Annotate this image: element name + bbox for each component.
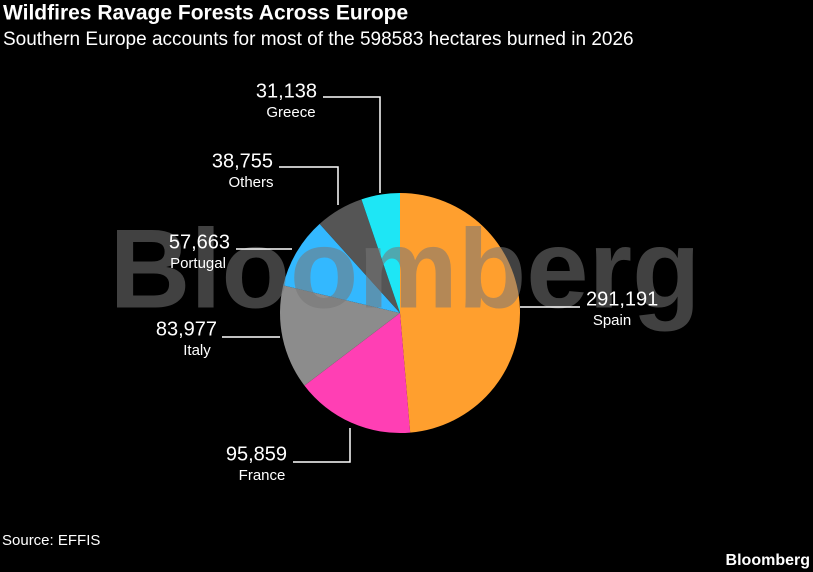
pie-slice bbox=[283, 223, 400, 313]
watermark: Bloomberg bbox=[109, 207, 700, 332]
chart-subtitle: Southern Europe accounts for most of the… bbox=[3, 29, 634, 50]
pie-slice bbox=[361, 193, 400, 313]
pie bbox=[280, 193, 521, 433]
category-label: Others bbox=[228, 174, 273, 191]
pie-slice bbox=[304, 313, 411, 433]
value-label: 291,191 bbox=[586, 288, 658, 310]
pie-slice bbox=[319, 199, 400, 313]
value-label: 95,859 bbox=[226, 443, 287, 465]
pie-slice bbox=[400, 193, 521, 433]
value-label: 83,977 bbox=[156, 318, 217, 340]
value-label: 31,138 bbox=[256, 80, 317, 102]
category-label: Portugal bbox=[170, 255, 226, 272]
category-label: France bbox=[239, 467, 286, 484]
category-label: Spain bbox=[593, 312, 631, 329]
value-label: 57,663 bbox=[169, 231, 230, 253]
chart-title: Wildfires Ravage Forests Across Europe bbox=[3, 2, 408, 25]
pie-slice bbox=[280, 285, 400, 386]
leader-line bbox=[323, 96, 381, 193]
value-label: 38,755 bbox=[212, 150, 273, 172]
category-label: Greece bbox=[266, 104, 315, 121]
leader-line bbox=[279, 166, 339, 205]
leader-line bbox=[293, 428, 351, 463]
category-label: Italy bbox=[183, 342, 211, 359]
logo: Bloomberg bbox=[726, 552, 810, 569]
source: Source: EFFIS bbox=[2, 532, 100, 549]
